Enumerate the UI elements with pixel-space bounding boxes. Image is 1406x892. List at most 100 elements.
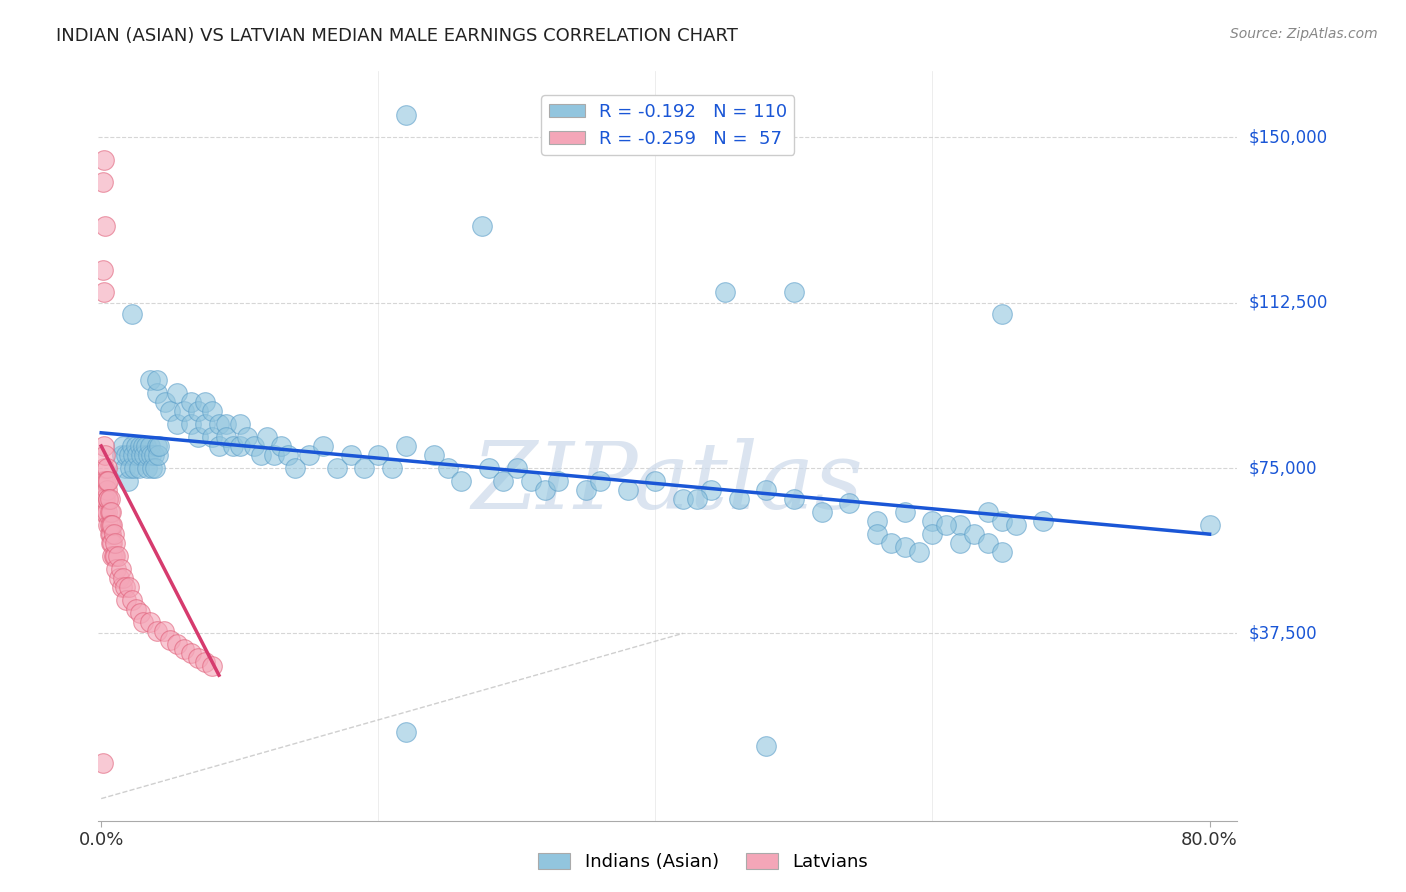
Point — [194, 417, 217, 431]
Point — [977, 536, 1000, 550]
Point — [131, 448, 153, 462]
Point — [125, 439, 148, 453]
Point — [145, 439, 167, 453]
Point — [215, 417, 238, 431]
Point — [866, 527, 889, 541]
Point — [589, 475, 612, 489]
Point — [201, 403, 224, 417]
Point — [810, 505, 832, 519]
Point — [96, 461, 118, 475]
Point — [977, 505, 1000, 519]
Point — [142, 448, 165, 462]
Point — [146, 448, 169, 462]
Point — [194, 655, 217, 669]
Point — [277, 448, 299, 462]
Point — [180, 417, 202, 431]
Point — [249, 448, 271, 462]
Point — [134, 448, 156, 462]
Point — [145, 373, 167, 387]
Point — [755, 739, 778, 753]
Point — [838, 496, 860, 510]
Point — [215, 430, 238, 444]
Point — [921, 514, 943, 528]
Point — [519, 475, 541, 489]
Point — [129, 439, 152, 453]
Point — [187, 403, 209, 417]
Point — [118, 580, 141, 594]
Point — [713, 285, 735, 299]
Point — [103, 549, 125, 564]
Point — [108, 571, 131, 585]
Point — [94, 219, 117, 233]
Point — [783, 491, 806, 506]
Point — [97, 491, 120, 506]
Point — [492, 475, 515, 489]
Point — [97, 518, 120, 533]
Point — [93, 461, 115, 475]
Point — [949, 518, 972, 533]
Point — [395, 108, 418, 122]
Point — [112, 571, 135, 585]
Point — [173, 641, 195, 656]
Point — [93, 285, 115, 299]
Point — [112, 439, 135, 453]
Point — [1198, 518, 1220, 533]
Point — [644, 475, 666, 489]
Point — [963, 527, 986, 541]
Point — [242, 439, 264, 453]
Point — [353, 461, 375, 475]
Point — [103, 527, 125, 541]
Point — [256, 430, 278, 444]
Text: $37,500: $37,500 — [1249, 624, 1317, 642]
Point — [97, 491, 120, 506]
Point — [422, 448, 444, 462]
Point — [166, 386, 188, 401]
Point — [91, 505, 114, 519]
Point — [121, 307, 143, 321]
Point — [159, 403, 181, 417]
Point — [139, 448, 162, 462]
Point — [98, 527, 121, 541]
Point — [187, 430, 209, 444]
Point — [114, 461, 136, 475]
Point — [96, 475, 118, 489]
Point — [990, 307, 1012, 321]
Point — [129, 607, 152, 621]
Point — [121, 439, 143, 453]
Point — [101, 518, 124, 533]
Point — [98, 518, 121, 533]
Text: $150,000: $150,000 — [1249, 128, 1327, 146]
Point — [547, 475, 569, 489]
Point — [93, 153, 115, 167]
Point — [222, 439, 245, 453]
Point — [180, 646, 202, 660]
Text: $112,500: $112,500 — [1249, 293, 1327, 312]
Point — [96, 505, 118, 519]
Point — [450, 475, 472, 489]
Point — [866, 514, 889, 528]
Point — [93, 491, 115, 506]
Text: ZIPatlas: ZIPatlas — [472, 439, 863, 528]
Point — [783, 285, 806, 299]
Point — [208, 439, 231, 453]
Point — [100, 518, 122, 533]
Point — [107, 549, 129, 564]
Point — [128, 461, 150, 475]
Point — [127, 448, 149, 462]
Point — [91, 475, 114, 489]
Point — [166, 417, 188, 431]
Point — [97, 475, 120, 489]
Point — [138, 615, 160, 630]
Point — [114, 580, 136, 594]
Point — [153, 395, 176, 409]
Point — [263, 448, 285, 462]
Point — [100, 505, 122, 519]
Text: Source: ZipAtlas.com: Source: ZipAtlas.com — [1230, 27, 1378, 41]
Point — [135, 439, 157, 453]
Point — [94, 491, 117, 506]
Point — [894, 505, 917, 519]
Point — [94, 448, 117, 462]
Point — [91, 756, 114, 771]
Point — [159, 632, 181, 647]
Point — [148, 439, 170, 453]
